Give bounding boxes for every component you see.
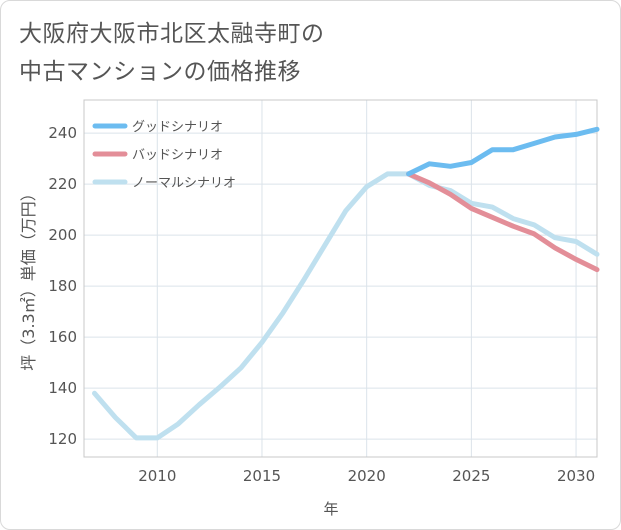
x-tick-label: 2030	[557, 467, 595, 485]
legend-label-1: バッドシナリオ	[132, 148, 223, 163]
x-tick-label: 2020	[348, 467, 386, 485]
grid-layer	[84, 100, 597, 457]
series-line-0	[406, 126, 600, 177]
series-line-1	[406, 171, 600, 273]
y-tick-label: 140	[48, 379, 77, 397]
chart-title-line-2: 中古マンションの価格推移	[19, 59, 301, 85]
x-tick-label: 2025	[452, 467, 490, 485]
series-lines	[92, 126, 600, 441]
chart-title: 大阪府大阪市北区太融寺町の 中古マンションの価格推移	[19, 15, 325, 91]
chart-title-line-1: 大阪府大阪市北区太融寺町の	[19, 21, 325, 47]
y-axis-label: 坪（3.3㎡）単価（万円）	[19, 185, 38, 370]
plot-area-border	[83, 99, 598, 458]
x-tick-label: 2015	[243, 467, 281, 485]
series-line-2	[92, 171, 600, 441]
y-tick-label: 120	[48, 430, 77, 448]
legend-label-2: ノーマルシナリオ	[132, 176, 236, 191]
x-axis-label: 年	[323, 500, 338, 518]
y-tick-label: 200	[48, 226, 77, 244]
tick-labels: 2010 2015 2020 2025 2030 120 140 160 180 200 220 24…	[48, 124, 595, 485]
y-tick-label: 160	[48, 328, 77, 346]
x-tick-label: 2010	[138, 467, 176, 485]
legend-label-0: グッドシナリオ	[132, 120, 223, 135]
y-tick-label: 180	[48, 277, 77, 295]
y-tick-label: 220	[48, 175, 77, 193]
y-tick-label: 240	[48, 124, 77, 142]
